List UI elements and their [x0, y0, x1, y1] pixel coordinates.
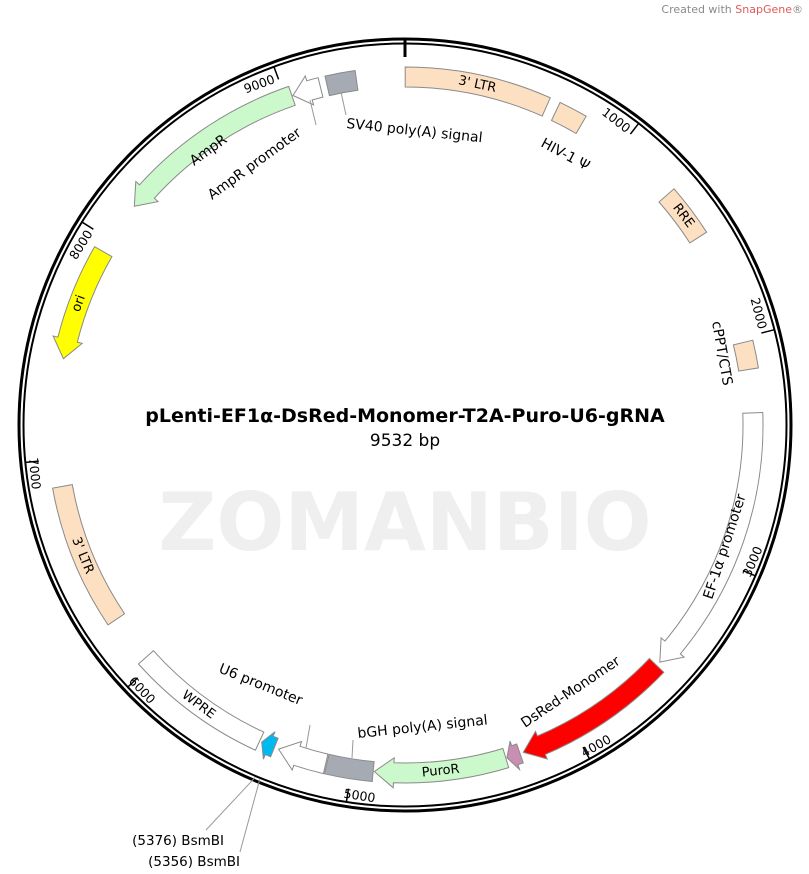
backbone-ring — [17, 37, 793, 813]
label-cppt: cPPT/CTS — [708, 320, 735, 387]
tick-mark — [761, 329, 775, 334]
leader-line — [309, 99, 317, 126]
tick-mark — [25, 460, 39, 464]
tick-mark — [582, 746, 590, 759]
site-leader-line — [239, 779, 261, 853]
feature-sv40-poly-a-signal — [324, 69, 359, 97]
outer-strand — [17, 37, 793, 813]
plasmid-length: 9532 bp — [370, 431, 440, 451]
credit-brand: SnapGene — [735, 3, 792, 16]
watermark: ZOMANBIO — [158, 476, 651, 569]
feature-ef-1-promoter — [659, 411, 764, 663]
label-sv40: SV40 poly(A) signal — [346, 116, 484, 146]
restriction-sites: (5376) BsmBI (5356) BsmBI — [132, 777, 261, 870]
leader-line — [340, 91, 347, 116]
feature-wpre — [137, 649, 265, 751]
label-u6-promoter: U6 promoter — [217, 661, 305, 709]
feature-ampr — [133, 85, 296, 207]
site-label[interactable]: (5376) BsmBI — [132, 833, 224, 849]
snapgene-credit: Created with SnapGene® — [661, 3, 803, 16]
feature-bgh-poly-a-signal — [323, 753, 375, 783]
credit-suffix: ® — [792, 3, 803, 16]
feature-rre — [658, 188, 708, 244]
tick-mark — [127, 677, 139, 688]
site-label[interactable]: (5356) BsmBI — [148, 854, 240, 870]
tick-label: 7000 — [26, 457, 44, 490]
feature-puror — [373, 747, 510, 789]
feature-u6-promoter — [277, 740, 329, 775]
tick-mark — [273, 66, 280, 80]
credit-prefix: Created with — [661, 3, 736, 16]
feature-dsred-monomer — [522, 657, 665, 760]
feature-cppt-cts — [732, 339, 759, 372]
feature-label: ori — [69, 293, 89, 314]
tick-mark — [629, 123, 639, 135]
feature-ori — [52, 246, 113, 360]
leader-line — [351, 739, 354, 759]
tick-mark — [742, 569, 756, 577]
feature-t2a — [506, 740, 524, 772]
label-bgh: bGH poly(A) signal — [357, 712, 489, 742]
feature-ampr-promoter — [292, 74, 324, 106]
feature-label: PuroR — [421, 762, 460, 781]
tick-mark — [81, 221, 94, 230]
feature-hiv-1- — [550, 101, 587, 135]
leader-line — [305, 724, 311, 749]
label-hiv-psi: HIV-1 Ψ — [538, 135, 592, 174]
tick-mark — [345, 788, 350, 802]
feature-grna-scaffold — [261, 731, 279, 760]
feature-3-ltr — [52, 484, 126, 626]
plasmid-name: pLenti-EF1α-DsRed-Monomer-T2A-Puro-U6-gR… — [145, 405, 665, 427]
site-leader-line — [205, 777, 256, 831]
feature-3-ltr — [404, 66, 551, 117]
tick-label: 5000 — [343, 786, 377, 806]
